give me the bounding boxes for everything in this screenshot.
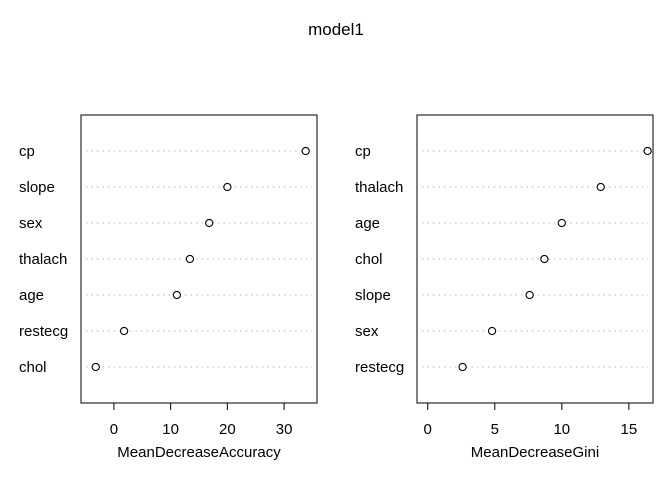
x-tick-label: 15 (621, 421, 638, 438)
x-tick-label: 10 (553, 421, 570, 438)
category-label: restecg (355, 359, 404, 376)
category-label: thalach (355, 179, 403, 196)
category-label: thalach (19, 251, 67, 268)
plot-frame (416, 114, 654, 404)
data-point (643, 146, 652, 156)
category-label: slope (355, 287, 391, 304)
x-tick-label: 10 (162, 421, 179, 438)
x-axis-label: MeanDecreaseGini (471, 444, 599, 461)
category-label: age (19, 287, 44, 304)
data-point (205, 218, 214, 228)
category-label: sex (355, 323, 379, 340)
figure-title: model1 (308, 20, 364, 39)
x-tick-label: 30 (276, 421, 293, 438)
data-point (91, 362, 100, 372)
x-tick-label: 0 (424, 421, 432, 438)
data-point (185, 254, 195, 264)
data-point (596, 182, 605, 192)
data-point (540, 254, 549, 264)
x-axis-label: MeanDecreaseAccuracy (117, 444, 281, 461)
plot-frame (80, 114, 318, 404)
data-point (301, 146, 310, 156)
category-label: cp (355, 143, 371, 160)
data-point (223, 182, 232, 192)
data-point (458, 362, 467, 372)
category-label: slope (19, 179, 55, 196)
data-point (487, 326, 497, 336)
data-point (557, 218, 566, 228)
panel-mean-decrease-gini: cp thalach age chol slope sex restecg 0 5 10 15 M… (355, 114, 654, 461)
data-point (119, 326, 129, 336)
category-label: sex (19, 215, 43, 232)
category-label: chol (355, 251, 383, 268)
category-label: age (355, 215, 380, 232)
category-label: restecg (19, 323, 68, 340)
category-label: chol (19, 359, 47, 376)
data-point (525, 290, 534, 300)
x-tick-label: 0 (110, 421, 118, 438)
data-point (172, 290, 182, 300)
x-tick-label: 5 (491, 421, 499, 438)
category-label: cp (19, 143, 35, 160)
x-tick-label: 20 (219, 421, 236, 438)
